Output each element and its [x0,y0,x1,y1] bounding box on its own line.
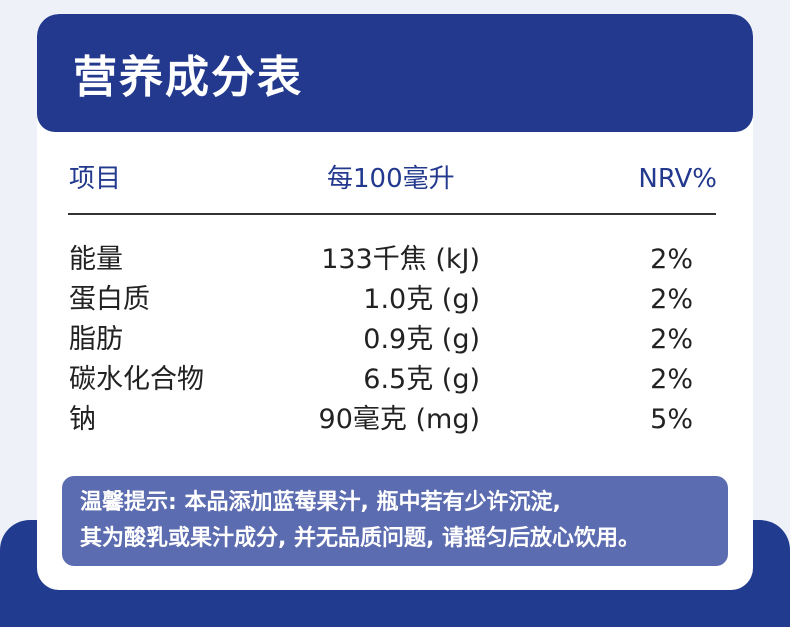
column-header-nrv: NRV% [638,164,717,194]
row-name: 蛋白质 [69,284,150,315]
table-row: 蛋白质 1.0克 (g) 2% [37,280,753,320]
row-nrv: 2% [650,364,693,395]
row-amount: 6.5克 (g) [363,364,480,395]
table-row: 钠 90毫克 (mg) 5% [37,400,753,440]
row-amount: 0.9克 (g) [363,324,480,355]
row-amount: 133千焦 (kJ) [321,244,480,275]
nutrition-card: 营养成分表 项目 每100毫升 NRV% 能量 133千焦 (kJ) 2% 蛋白… [37,14,753,590]
notice-text-line-1: 温馨提示: 本品添加蓝莓果汁, 瓶中若有少许沉淀, [80,490,561,515]
row-amount: 1.0克 (g) [363,284,480,315]
row-name: 碳水化合物 [69,364,204,395]
table-row: 脂肪 0.9克 (g) 2% [37,320,753,360]
row-nrv: 2% [650,244,693,275]
page-title: 营养成分表 [73,52,303,103]
header-bar: 营养成分表 [37,14,753,132]
notice-box: 温馨提示: 本品添加蓝莓果汁, 瓶中若有少许沉淀, 其为酸乳或果汁成分, 并无品… [62,476,728,566]
row-name: 钠 [69,404,96,435]
row-name: 脂肪 [69,324,123,355]
notice-text-line-2: 其为酸乳或果汁成分, 并无品质问题, 请摇匀后放心饮用。 [80,526,641,551]
table-row: 能量 133千焦 (kJ) 2% [37,240,753,280]
row-nrv: 5% [650,404,693,435]
row-nrv: 2% [650,324,693,355]
row-nrv: 2% [650,284,693,315]
column-header-item: 项目 [69,164,122,194]
table-row: 碳水化合物 6.5克 (g) 2% [37,360,753,400]
column-header-amount: 每100毫升 [327,164,455,194]
row-amount: 90毫克 (mg) [318,404,480,435]
row-name: 能量 [69,244,123,275]
header-divider [68,213,716,215]
